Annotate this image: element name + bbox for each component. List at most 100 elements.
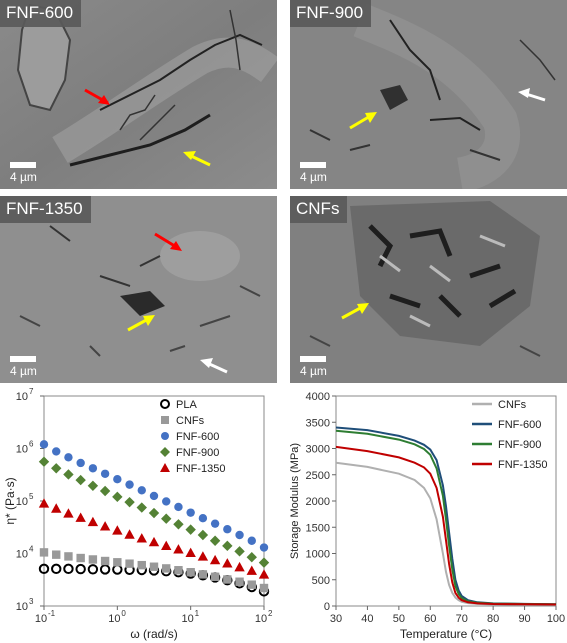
sem-panel-fnf-1350: FNF-1350 4 µm [0,196,277,383]
y-tick-label: 2500 [306,470,330,482]
panel-label: FNF-900 [290,0,372,27]
storage-modulus-chart: 0 500 1000 1500 2000 2500 3000 3500 4000 30 40 50 60… [286,388,567,643]
data-point [112,525,123,535]
data-point [247,536,256,545]
data-point [39,548,49,557]
data-point [38,498,50,508]
x-tick-label: 80 [487,613,499,625]
data-point [258,569,270,579]
data-point [112,491,123,503]
data-point [234,561,245,572]
data-point [197,551,209,561]
x-tick-exponent: -1 [48,609,56,618]
x-tick-exponent: 0 [121,609,126,618]
data-point [39,440,49,449]
data-point [76,458,85,468]
series-line [335,445,557,606]
viscosity-chart: 10 3 10 4 10 5 10 6 10 7 10 -1 10 0 10 1 10 2 ω (rad/s) η* … [0,387,280,643]
data-point [222,540,233,552]
data-point [51,563,62,575]
panel-label: CNFs [290,196,348,223]
data-point [63,563,74,575]
data-point [162,497,171,506]
sem-panel-cnfs: CNFs 4 µm [290,196,567,383]
data-point [87,564,99,575]
data-point [223,575,232,584]
data-point [137,486,146,495]
data-point [136,502,147,513]
x-tick-label: 100 [547,613,565,625]
y-tick-label: 1500 [306,522,330,534]
x-tick-label: 10 [108,613,120,625]
y-tick-label: 10 [16,391,28,403]
x-tick-exponent: 1 [195,609,200,618]
data-point [38,563,50,575]
data-point [209,535,221,546]
data-point [52,550,61,559]
y-tick-label: 3000 [306,444,330,456]
x-axis-label: ω (rad/s) [130,627,177,641]
scale-label: 4 µm [10,364,37,378]
y-tick-label: 4000 [306,391,330,403]
y-tick-exponent: 7 [29,387,34,396]
data-point [234,546,245,557]
x-tick-label: 10 [182,613,194,625]
x-tick-exponent: 2 [268,609,273,618]
panel-label: FNF-1350 [0,196,91,223]
data-point [88,464,98,473]
scale-bar [10,162,36,168]
data-point [258,557,270,568]
y-tick-exponent: 6 [29,440,34,449]
series-line [335,429,557,606]
data-point [235,530,244,540]
data-point [246,565,257,575]
data-point [210,519,220,528]
legend-label: CNFs [498,399,527,411]
scale-label: 4 µm [300,170,327,184]
x-tick-label: 90 [518,613,530,625]
data-point [76,553,85,563]
legend-marker [160,447,170,457]
data-point [186,508,195,517]
data-point [136,533,147,543]
legend-label: CNFs [176,415,205,427]
y-tick-exponent: 4 [29,545,34,554]
data-point [64,552,73,561]
data-point [173,544,184,554]
legend-marker [161,416,169,424]
data-point [198,570,208,579]
data-point [161,513,172,524]
data-point [51,503,62,513]
y-tick-exponent: 3 [29,597,34,606]
sem-image [0,196,277,383]
legend-label: PLA [176,399,197,411]
x-tick-label: 10 [35,613,47,625]
y-axis-label: Storage Modulus (MPa) [289,443,301,559]
legend-label: FNF-1350 [498,459,548,471]
data-point [185,547,196,558]
scale-bar [300,162,326,168]
storage-modulus-chart-svg: 0 500 1000 1500 2000 2500 3000 3500 4000 30 40 50 60… [289,391,565,641]
x-axis-label: Temperature (°C) [400,627,492,641]
data-point [185,524,196,535]
legend-label: FNF-1350 [176,463,226,475]
data-point [99,564,111,575]
data-point [125,559,134,568]
data-point [148,536,160,547]
data-point [174,566,183,575]
data-point [63,508,74,518]
data-point [162,564,171,573]
y-axis-label: η* (Pa·s) [3,477,17,524]
y-tick-label: 2000 [306,496,330,508]
legend-label: FNF-900 [498,439,541,451]
data-point [88,555,98,564]
data-point [113,558,122,567]
data-point [99,485,111,497]
panel-label: FNF-600 [0,0,82,27]
data-point [75,474,86,486]
data-point [38,456,50,467]
data-point [124,529,135,539]
data-point [100,556,110,566]
x-tick-label: 40 [361,613,373,625]
y-tick-label: 500 [312,575,330,587]
